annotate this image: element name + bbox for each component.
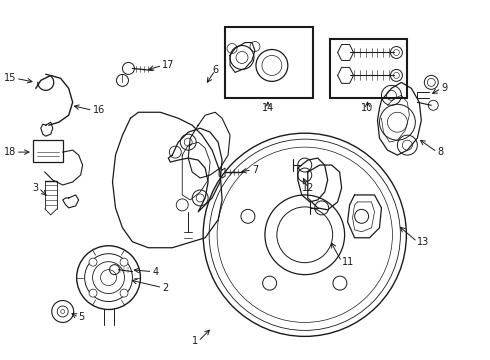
Circle shape (120, 258, 128, 266)
Text: 3: 3 (33, 183, 39, 193)
Text: 6: 6 (212, 66, 218, 76)
Text: 7: 7 (252, 165, 258, 175)
Text: 14: 14 (262, 103, 274, 113)
Text: 1: 1 (192, 336, 198, 346)
Text: 5: 5 (78, 312, 85, 323)
Circle shape (120, 289, 128, 297)
Text: 18: 18 (3, 147, 16, 157)
Text: 2: 2 (162, 283, 169, 293)
Bar (330, 39, 407, 98)
Text: 15: 15 (3, 73, 16, 84)
Text: 11: 11 (342, 257, 354, 267)
Text: 4: 4 (152, 267, 158, 276)
Circle shape (89, 289, 97, 297)
Text: 13: 13 (417, 237, 430, 247)
Text: 16: 16 (93, 105, 105, 115)
Bar (225, 27, 313, 98)
Bar (33, 140, 63, 162)
Text: 10: 10 (362, 103, 374, 113)
Circle shape (89, 258, 97, 266)
Text: 12: 12 (301, 183, 314, 193)
Text: 8: 8 (437, 147, 443, 157)
Text: 17: 17 (162, 60, 175, 71)
Text: 9: 9 (441, 84, 447, 93)
